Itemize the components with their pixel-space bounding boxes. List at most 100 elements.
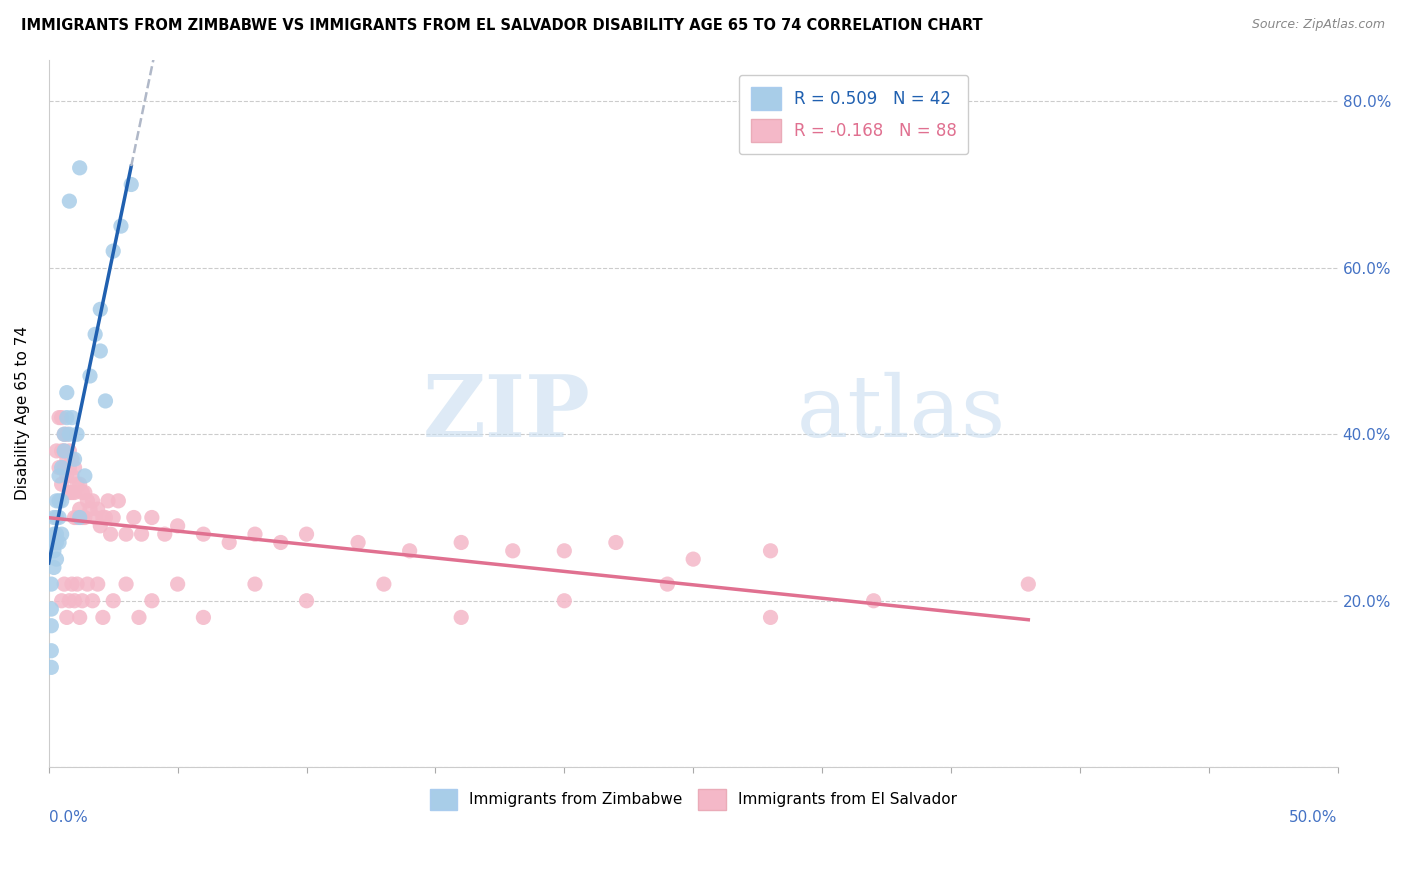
Point [69, 502, 91, 516]
Point [56, 427, 79, 442]
Point [42, 543, 65, 558]
Point [45, 535, 67, 549]
Text: atlas: atlas [796, 372, 1005, 455]
Point [60, 410, 83, 425]
Point [97, 493, 120, 508]
Point [51, 477, 73, 491]
Point [56, 452, 79, 467]
Point [79, 368, 101, 383]
Point [51, 410, 73, 425]
Point [141, 510, 163, 524]
Legend: Immigrants from Zimbabwe, Immigrants from El Salvador: Immigrants from Zimbabwe, Immigrants fro… [423, 782, 963, 816]
Point [243, 577, 266, 591]
Point [122, 510, 145, 524]
Point [79, 502, 101, 516]
Point [166, 518, 188, 533]
Point [48, 468, 70, 483]
Point [605, 535, 627, 549]
Point [89, 343, 111, 358]
Point [166, 577, 188, 591]
Point [42, 527, 65, 541]
Point [48, 510, 70, 524]
Point [48, 535, 70, 549]
Point [115, 577, 138, 591]
Point [53, 443, 76, 458]
Y-axis label: Disability Age 65 to 74: Disability Age 65 to 74 [15, 326, 30, 500]
Point [63, 460, 86, 475]
Point [58, 427, 80, 442]
Point [56, 468, 79, 483]
Point [682, 552, 704, 566]
Text: 0.0%: 0.0% [49, 810, 87, 825]
Point [553, 593, 575, 607]
Point [89, 302, 111, 317]
Point [450, 535, 472, 549]
Point [72, 510, 94, 524]
Text: 50.0%: 50.0% [1289, 810, 1337, 825]
Point [51, 593, 73, 607]
Point [63, 593, 86, 607]
Point [398, 543, 420, 558]
Point [73, 510, 96, 524]
Point [759, 610, 782, 624]
Point [73, 485, 96, 500]
Point [63, 485, 86, 500]
Point [76, 577, 98, 591]
Point [73, 468, 96, 483]
Point [1017, 577, 1039, 591]
Point [153, 527, 176, 541]
Point [45, 510, 67, 524]
Point [58, 485, 80, 500]
Point [347, 535, 370, 549]
Point [87, 577, 110, 591]
Point [60, 468, 83, 483]
Text: ZIP: ZIP [422, 371, 591, 456]
Point [48, 493, 70, 508]
Point [69, 161, 91, 175]
Point [502, 543, 524, 558]
Point [69, 510, 91, 524]
Point [60, 485, 83, 500]
Point [69, 477, 91, 491]
Point [295, 527, 318, 541]
Point [48, 410, 70, 425]
Point [450, 610, 472, 624]
Point [100, 527, 122, 541]
Point [41, 577, 63, 591]
Point [131, 527, 153, 541]
Point [56, 385, 79, 400]
Point [69, 610, 91, 624]
Point [141, 593, 163, 607]
Point [193, 610, 215, 624]
Point [218, 535, 240, 549]
Point [82, 493, 104, 508]
Point [373, 577, 395, 591]
Point [270, 535, 292, 549]
Point [91, 610, 114, 624]
Point [295, 593, 318, 607]
Point [91, 510, 114, 524]
Point [58, 460, 80, 475]
Point [45, 443, 67, 458]
Point [759, 543, 782, 558]
Point [45, 527, 67, 541]
Text: IMMIGRANTS FROM ZIMBABWE VS IMMIGRANTS FROM EL SALVADOR DISABILITY AGE 65 TO 74 : IMMIGRANTS FROM ZIMBABWE VS IMMIGRANTS F… [21, 18, 983, 33]
Point [58, 194, 80, 208]
Point [51, 493, 73, 508]
Point [94, 393, 117, 408]
Point [115, 527, 138, 541]
Point [41, 643, 63, 657]
Point [53, 443, 76, 458]
Point [72, 593, 94, 607]
Point [120, 178, 142, 192]
Point [60, 452, 83, 467]
Point [51, 527, 73, 541]
Point [553, 543, 575, 558]
Point [193, 527, 215, 541]
Point [45, 493, 67, 508]
Point [51, 443, 73, 458]
Point [103, 593, 125, 607]
Point [53, 427, 76, 442]
Point [89, 518, 111, 533]
Point [84, 327, 107, 342]
